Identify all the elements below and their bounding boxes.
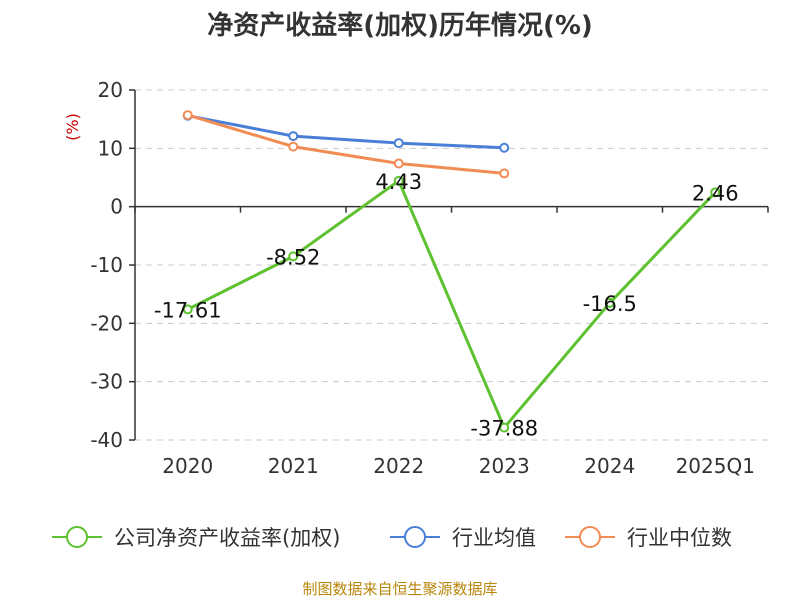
source-note: 制图数据来自恒生聚源数据库	[302, 580, 497, 598]
series-2-point-1	[288, 141, 299, 152]
legend-marker-2	[579, 526, 601, 548]
legend-label-0: 公司净资产收益率(加权)	[114, 526, 340, 550]
y-tick-label-3: -10	[90, 253, 123, 277]
series-layer	[182, 110, 721, 433]
y-tick-label-5: -30	[90, 370, 123, 394]
series-0-point-4	[604, 297, 615, 308]
axes-layer: 20 10 0 -10 -20 -30 -40 2020 2021 2022 2023 2024 202…	[90, 78, 769, 478]
series-line-0	[187, 179, 717, 430]
y-tick-label-0: 20	[98, 78, 123, 102]
series-1-point-3	[499, 142, 510, 153]
series-2-point-2	[393, 158, 404, 169]
data-label-0: -17.61	[154, 298, 222, 322]
data-label-1: -8.52	[266, 245, 320, 269]
legend-marker-1	[404, 526, 426, 548]
series-line-1	[187, 114, 505, 150]
x-tick-label-3: 2023	[479, 454, 530, 478]
y-tick-label-1: 10	[98, 136, 123, 160]
series-2-point-3	[499, 168, 510, 179]
y-axis-label: (%)	[63, 113, 82, 141]
y-tick-label-2: 0	[110, 195, 123, 219]
legend-label-2: 行业中位数	[627, 526, 732, 550]
legend-label-1: 行业均值	[452, 526, 536, 550]
y-tick-label-6: -40	[90, 428, 123, 452]
series-0-point-1	[288, 251, 299, 262]
series-0-point-0	[182, 304, 193, 315]
chart-title: 净资产收益率(加权)历年情况(%)	[207, 10, 593, 41]
series-2-point-0	[182, 110, 193, 121]
x-tick-label-1: 2021	[268, 454, 319, 478]
series-1-point-2	[393, 138, 404, 149]
y-tick-label-4: -20	[90, 311, 123, 335]
legend: 公司净资产收益率(加权) 行业均值 行业中位数	[52, 526, 732, 550]
x-tick-label-5: 2025Q1	[676, 454, 755, 478]
x-tick-label-2: 2022	[373, 454, 424, 478]
data-label-3: -37.88	[470, 417, 538, 441]
series-line-2	[187, 113, 505, 175]
grid-layer	[135, 89, 768, 441]
series-0-point-2	[393, 175, 404, 186]
data-label-4: -16.5	[583, 292, 637, 316]
series-0-point-5	[710, 187, 721, 198]
data-label-5: 2.46	[692, 181, 739, 205]
x-tick-label-0: 2020	[162, 454, 213, 478]
series-1-point-1	[288, 131, 299, 142]
data-label-2: 4.43	[375, 170, 422, 194]
series-0-point-3	[499, 422, 510, 433]
legend-marker-0	[66, 526, 88, 548]
data-labels-layer: -17.61 -8.52 4.43 -37.88 -16.5 2.46	[154, 170, 739, 441]
x-tick-label-4: 2024	[584, 454, 635, 478]
